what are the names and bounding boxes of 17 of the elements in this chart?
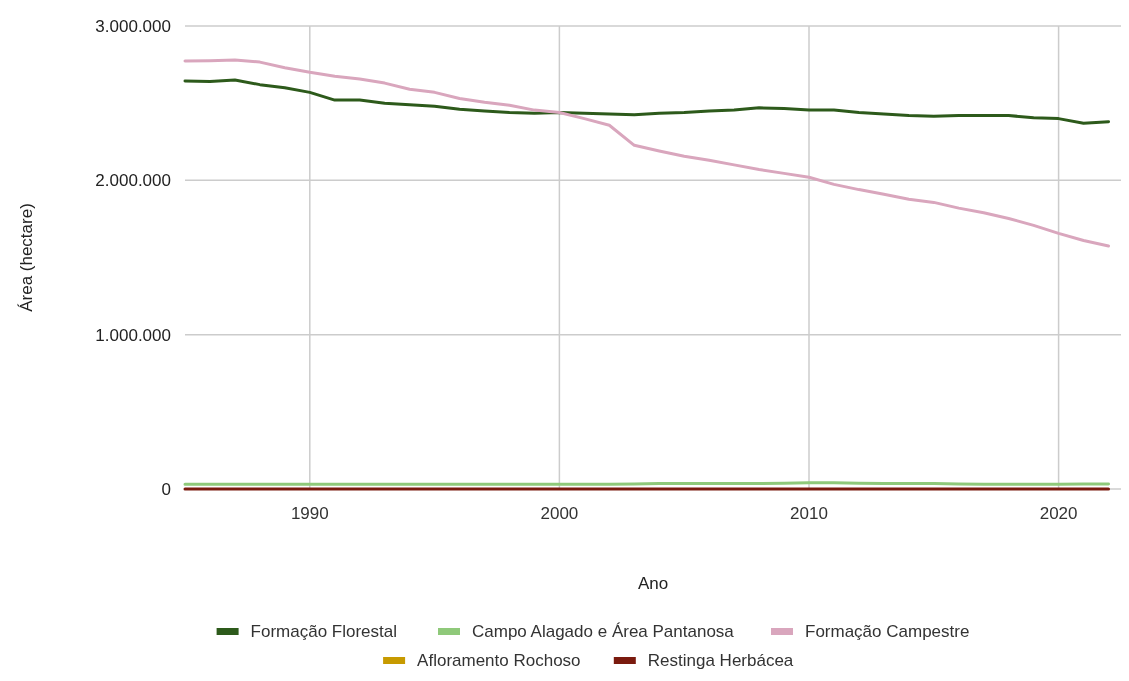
x-tick-label: 2000 [540,504,579,523]
legend-label: Campo Alagado e Área Pantanosa [472,622,735,641]
x-tick-label: 1990 [290,504,329,523]
x-axis-title: Ano [637,574,669,593]
line-series [183,58,1111,248]
y-tick-label: 0 [161,480,171,499]
line-series [183,78,1111,125]
y-tick-label: 3.000.000 [95,17,171,36]
legend-label: Afloramento Rochoso [417,651,581,670]
legend-label: Formação Florestal [250,622,398,641]
x-tick-label: 2010 [790,504,828,523]
y-axis-title: Área (hectare) [17,203,36,312]
y-tick-label: 1.000.000 [95,325,171,345]
legend-label: Formação Campestre [805,622,970,641]
legend-label: Restinga Herbácea [647,651,794,670]
y-tick-label: 2.000.000 [95,171,171,191]
x-tick-label: 2020 [1039,504,1078,523]
